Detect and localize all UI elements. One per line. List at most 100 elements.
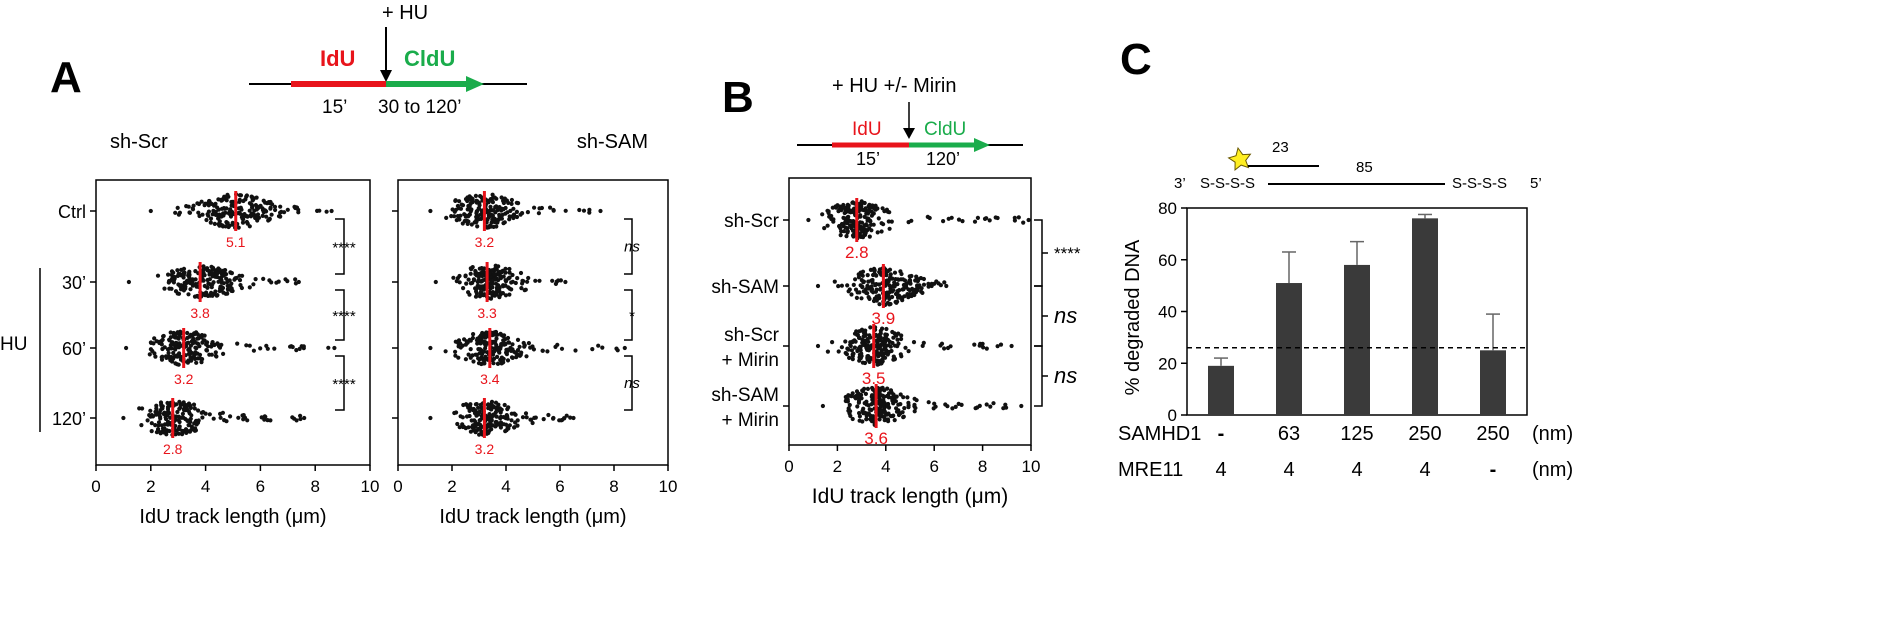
data-point xyxy=(211,208,216,213)
data-point xyxy=(855,404,860,409)
data-point xyxy=(171,270,176,275)
data-point xyxy=(212,221,217,226)
data-point xyxy=(239,215,244,220)
median-label: 3.2 xyxy=(475,441,495,457)
data-point xyxy=(887,226,892,231)
significance-label: ns xyxy=(1054,303,1077,328)
chart-a-sh-scr: 0 2 4 6 8 10 IdU track length (μm) sh-Scr Ctrl 5.… xyxy=(52,131,379,528)
data-point xyxy=(175,291,180,296)
substrate-left-end: 3’ xyxy=(1174,175,1186,192)
data-point xyxy=(482,358,487,363)
data-point xyxy=(185,418,190,423)
data-point xyxy=(878,335,883,340)
data-point xyxy=(870,277,875,283)
data-point xyxy=(329,208,334,214)
data-point xyxy=(443,349,448,354)
data-point xyxy=(452,410,457,416)
data-point xyxy=(548,205,553,210)
data-point xyxy=(524,415,529,420)
x-tick-label: 8 xyxy=(978,457,987,476)
data-point xyxy=(551,415,556,421)
x-tick-label: 10 xyxy=(1022,457,1041,476)
data-point xyxy=(476,279,482,284)
data-point xyxy=(428,208,433,214)
data-point xyxy=(148,413,153,418)
data-point xyxy=(221,351,226,356)
data-point xyxy=(167,355,172,360)
data-point xyxy=(244,343,249,348)
data-point xyxy=(140,406,145,411)
data-point xyxy=(495,354,500,359)
data-point xyxy=(520,211,525,216)
data-point xyxy=(921,282,927,287)
data-point xyxy=(596,343,601,348)
y-tick-label: 0 xyxy=(1168,406,1177,425)
data-point xyxy=(273,207,278,213)
data-point xyxy=(869,407,874,413)
data-point xyxy=(471,332,476,337)
data-point xyxy=(462,337,467,342)
data-point xyxy=(509,287,514,292)
data-point xyxy=(247,343,252,348)
data-point xyxy=(229,281,234,286)
data-point xyxy=(848,343,853,349)
data-point xyxy=(457,425,462,430)
data-point xyxy=(162,286,167,291)
data-point xyxy=(238,211,243,216)
data-point xyxy=(883,268,889,273)
data-point xyxy=(171,341,176,346)
data-point xyxy=(213,212,218,217)
bar xyxy=(1480,350,1506,415)
data-point xyxy=(494,281,499,286)
data-point xyxy=(878,344,883,349)
data-point xyxy=(485,217,490,222)
data-point xyxy=(452,214,457,219)
data-point xyxy=(900,410,905,415)
data-point xyxy=(505,358,511,363)
data-point xyxy=(888,414,894,419)
data-point xyxy=(590,347,595,352)
data-point xyxy=(874,358,879,363)
data-point xyxy=(848,219,853,224)
data-point xyxy=(877,282,882,287)
data-point xyxy=(901,415,906,420)
data-point xyxy=(850,200,855,205)
data-point xyxy=(204,342,209,347)
data-point xyxy=(492,412,497,417)
data-point xyxy=(504,347,509,352)
data-point xyxy=(466,219,471,224)
data-point xyxy=(843,225,848,230)
data-point xyxy=(550,278,555,283)
data-point xyxy=(152,336,157,341)
data-point xyxy=(598,208,603,214)
data-point xyxy=(223,224,228,229)
data-point xyxy=(484,330,489,335)
data-point xyxy=(860,337,865,342)
median-label: 3.9 xyxy=(872,309,896,328)
data-point xyxy=(860,360,866,365)
data-point xyxy=(472,278,477,283)
table-cell-mre11: 4 xyxy=(1351,459,1362,481)
data-point xyxy=(175,268,180,273)
significance-bracket xyxy=(1034,285,1043,347)
data-point xyxy=(237,197,242,202)
data-point xyxy=(851,351,856,356)
x-tick-label: 6 xyxy=(555,477,564,496)
data-point xyxy=(201,338,206,343)
data-point xyxy=(153,423,158,428)
data-point xyxy=(984,402,989,407)
data-point xyxy=(247,208,252,213)
plot-frame xyxy=(788,177,1032,446)
data-point xyxy=(463,214,468,219)
data-point xyxy=(145,418,150,423)
data-point xyxy=(865,285,870,290)
median-label: 2.8 xyxy=(163,441,183,457)
x-tick-label: 0 xyxy=(393,477,402,496)
data-point xyxy=(900,277,906,282)
data-point xyxy=(451,275,456,280)
data-point xyxy=(488,224,493,229)
data-point xyxy=(502,402,507,408)
data-point xyxy=(870,203,875,208)
data-point xyxy=(243,197,248,202)
data-point xyxy=(156,423,161,428)
